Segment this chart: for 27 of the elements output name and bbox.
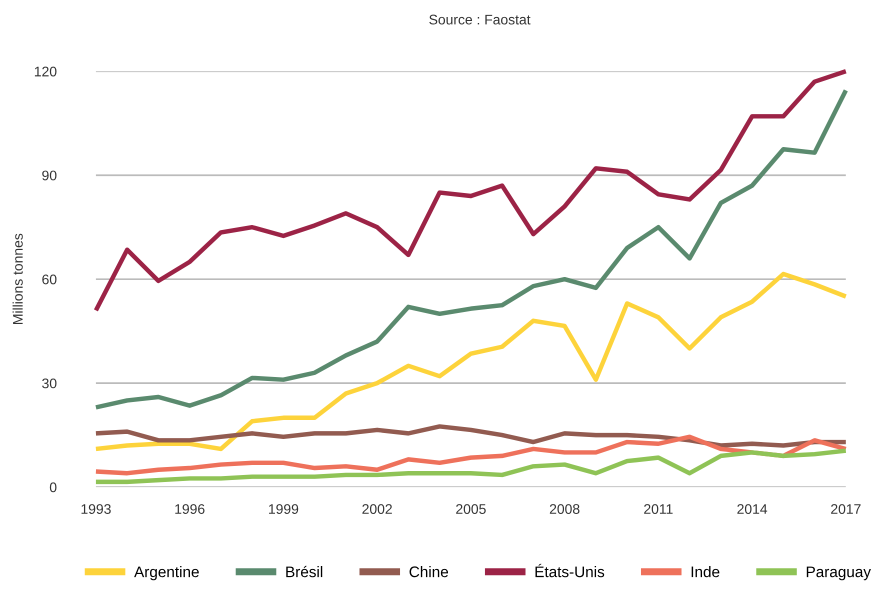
legend-label: Brésil bbox=[286, 566, 322, 578]
x-tick-label: 1999 bbox=[269, 504, 298, 514]
line-series bbox=[94, 69, 848, 313]
x-tick-label: 2002 bbox=[362, 504, 392, 514]
y-tick-label: 30 bbox=[42, 378, 56, 388]
x-tick-label: 2011 bbox=[644, 504, 673, 514]
line-series bbox=[94, 448, 848, 484]
x-tick-label: 1996 bbox=[175, 504, 204, 514]
y-axis-title: Millions tonnes bbox=[12, 234, 23, 324]
legend-label: États-Unis bbox=[536, 564, 604, 578]
x-tick-label: 1993 bbox=[82, 504, 111, 514]
y-tick-label: 90 bbox=[42, 170, 56, 180]
x-tick-label: 2005 bbox=[456, 504, 486, 514]
line-series bbox=[94, 434, 848, 476]
legend-label: Inde bbox=[692, 566, 720, 578]
x-tick-label: 2008 bbox=[550, 504, 580, 514]
y-tick-label: 60 bbox=[42, 274, 56, 284]
source-note: Source : Faostat bbox=[429, 14, 530, 25]
y-tick-label: 120 bbox=[34, 66, 56, 76]
line-series bbox=[94, 88, 848, 410]
x-tick-label: 2017 bbox=[831, 504, 861, 514]
legend-label: Chine bbox=[410, 566, 448, 578]
legend-label: Paraguay bbox=[806, 566, 871, 580]
y-tick-label: 0 bbox=[50, 482, 56, 492]
line-series bbox=[94, 272, 848, 452]
x-tick-label: 2014 bbox=[737, 504, 768, 514]
legend-label: Argentine bbox=[134, 566, 199, 580]
